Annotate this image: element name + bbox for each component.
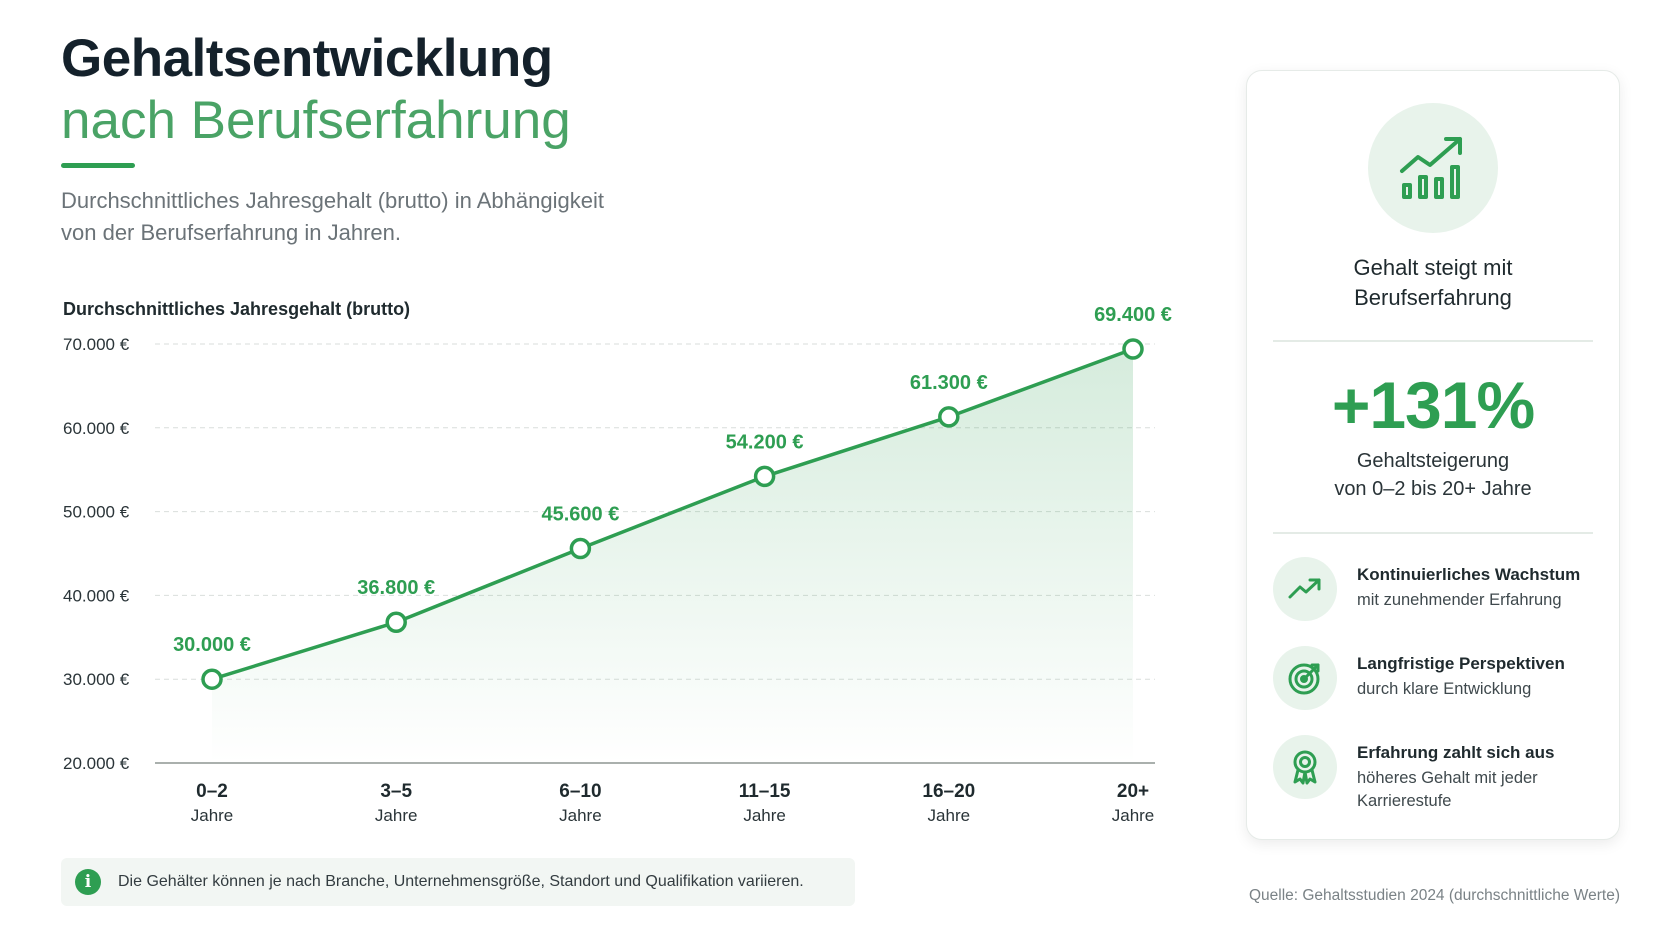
title-underline — [61, 163, 135, 168]
data-label: 54.200 € — [726, 431, 804, 453]
y-tick-label: 20.000 € — [63, 754, 130, 773]
x-tick-sublabel: Jahre — [375, 806, 418, 825]
feature-title: Langfristige Perspektiven — [1357, 654, 1565, 673]
data-point — [569, 537, 592, 560]
trend-up-icon — [1273, 557, 1337, 621]
salary-increase-label-line-2: von 0–2 bis 20+ Jahre — [1334, 478, 1532, 500]
area-fill-path — [212, 349, 1133, 763]
series-line-path — [210, 347, 1135, 681]
x-tick-sublabel: Jahre — [191, 806, 234, 825]
y-tick-label: 60.000 € — [63, 419, 130, 438]
x-tick-label: 16–20 — [922, 781, 975, 802]
y-tick-label: 40.000 € — [63, 586, 130, 605]
area-fill — [212, 349, 1133, 763]
feature-subtitle: mit zunehmender Erfahrung — [1357, 591, 1562, 609]
x-tick-sublabel: Jahre — [1112, 806, 1155, 825]
data-label: 69.400 € — [1094, 304, 1172, 326]
card-heading-line-2: Berufserfahrung — [1354, 285, 1512, 310]
subtitle: Durchschnittliches Jahresgehalt (brutto)… — [61, 185, 701, 249]
feature-title: Erfahrung zahlt sich aus — [1357, 743, 1555, 762]
x-tick-sublabel: Jahre — [743, 806, 786, 825]
data-label: 36.800 € — [357, 577, 435, 599]
x-tick-label: 0–2 — [196, 781, 228, 802]
data-point — [1122, 338, 1144, 360]
award-icon — [1273, 735, 1337, 799]
feature-title: Kontinuierliches Wachstum — [1357, 565, 1581, 584]
info-note-text: Die Gehälter können je nach Branche, Unt… — [118, 873, 804, 890]
data-points — [201, 338, 1144, 690]
x-tick-label: 3–5 — [380, 781, 412, 802]
card-divider — [1273, 340, 1593, 342]
salary-increase-value: +131% — [1331, 368, 1535, 442]
x-tick-sublabel: Jahre — [559, 806, 602, 825]
title-line-2: nach Berufserfahrung — [61, 91, 571, 150]
x-tick-label: 11–15 — [739, 781, 791, 802]
salary-line-chart: Durchschnittliches Jahresgehalt (brutto)… — [63, 299, 1172, 825]
data-point — [938, 406, 960, 428]
salary-increase-label-line-1: Gehaltsteigerung — [1356, 450, 1510, 472]
y-axis-label: Durchschnittliches Jahresgehalt (brutto) — [63, 299, 410, 319]
data-point — [753, 465, 776, 488]
series-line — [210, 347, 1135, 681]
y-tick-label: 30.000 € — [63, 670, 130, 689]
data-label: 61.300 € — [910, 372, 988, 394]
data-point — [385, 611, 407, 633]
y-tick-label: 50.000 € — [63, 503, 130, 522]
data-label: 30.000 € — [173, 634, 251, 656]
salary-increase-label: Gehaltsteigerung von 0–2 bis 20+ Jahre — [1247, 447, 1619, 503]
title-line-1: Gehaltsentwicklung — [61, 29, 553, 88]
x-tick-sublabel: Jahre — [928, 806, 971, 825]
data-labels: 30.000 € 36.800 € 45.600 € 54.200 € 61.300 €… — [173, 304, 1172, 656]
card-divider — [1273, 532, 1593, 534]
x-tick-labels: 0–2 Jahre 3–5 Jahre 6–10 Jahre 11–15 Jahre 16–20… — [191, 781, 1155, 825]
data-point — [201, 668, 223, 690]
info-note: i Die Gehälter können je nach Branche, U… — [61, 858, 855, 906]
x-tick-label: 20+ — [1117, 781, 1149, 802]
summary-card: Gehalt steigt mit Berufserfahrung +131% … — [1246, 70, 1620, 840]
feature-subtitle: höheres Gehalt mit jeder Karrierestufe — [1357, 769, 1538, 810]
growth-chart-icon — [1368, 103, 1498, 233]
feature-subtitle: durch klare Entwicklung — [1357, 680, 1532, 698]
target-icon — [1273, 646, 1337, 710]
info-icon: i — [75, 869, 101, 895]
y-tick-label: 70.000 € — [63, 335, 130, 354]
subtitle-line-1: Durchschnittliches Jahresgehalt (brutto)… — [61, 188, 604, 213]
subtitle-line-2: von der Berufserfahrung in Jahren. — [61, 220, 401, 245]
data-label: 45.600 € — [541, 503, 619, 525]
x-tick-label: 6–10 — [559, 781, 601, 802]
y-tick-labels: 20.000 € 30.000 € 40.000 € 50.000 € 60.000 €… — [63, 335, 130, 773]
card-heading: Gehalt steigt mit Berufserfahrung — [1247, 253, 1619, 313]
card-heading-line-1: Gehalt steigt mit — [1353, 255, 1513, 280]
source-text: Quelle: Gehaltsstudien 2024 (durchschnit… — [1248, 887, 1620, 904]
